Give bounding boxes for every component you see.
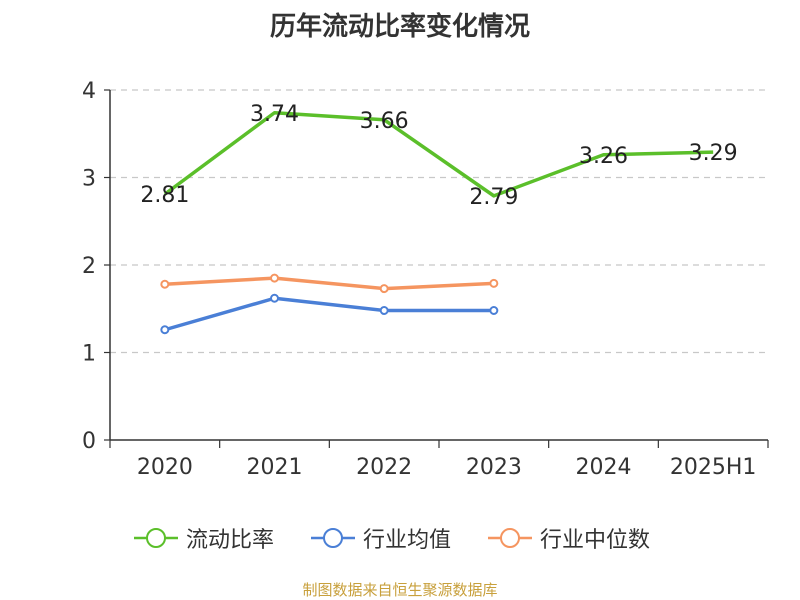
data-point — [379, 284, 389, 294]
x-tick-label: 2021 — [247, 455, 303, 480]
chart-title: 历年流动比率变化情况 — [269, 12, 530, 42]
data-label: 3.66 — [360, 109, 409, 134]
source-note: 制图数据来自恒生聚源数据库 — [302, 581, 498, 599]
y-tick-label: 3 — [82, 167, 96, 192]
x-tick-label: 2022 — [356, 455, 412, 480]
legend-label: 行业均值 — [363, 528, 452, 553]
series-line-2 — [164, 276, 494, 291]
data-point — [270, 293, 279, 303]
legend-line-marker-icon — [488, 528, 532, 548]
x-tick-label: 2024 — [576, 455, 632, 480]
data-label: 3.26 — [579, 144, 628, 169]
data-label: 3.74 — [250, 102, 299, 127]
data-point — [489, 278, 499, 288]
data-point — [160, 325, 170, 335]
series-line-1 — [164, 296, 494, 332]
y-tick-label: 4 — [82, 79, 96, 104]
data-label: 2.81 — [140, 183, 189, 208]
y-tick-label: 1 — [82, 342, 96, 367]
x-tick-label: 2023 — [466, 455, 522, 480]
data-point — [489, 306, 499, 315]
x-tick-label: 2025H1 — [670, 455, 757, 480]
data-label: 3.29 — [689, 141, 738, 166]
legend-line-marker-icon — [134, 528, 178, 548]
x-tick-label: 2020 — [137, 455, 193, 480]
legend-label: 流动比率 — [186, 528, 275, 553]
legend-item-current-ratio[interactable]: 流动比率 — [134, 518, 274, 558]
legend-item-industry-median[interactable]: 行业中位数 — [488, 518, 650, 558]
data-point — [270, 273, 279, 283]
y-tick-label: 0 — [82, 429, 96, 454]
data-label: 2.79 — [469, 185, 518, 210]
legend-line-marker-icon — [311, 528, 355, 548]
data-point — [379, 306, 389, 315]
data-point — [160, 279, 170, 289]
y-tick-label: 2 — [82, 254, 96, 279]
legend: 流动比率 行业均值 行业中位数 — [0, 518, 800, 558]
legend-item-industry-mean[interactable]: 行业均值 — [311, 518, 451, 558]
legend-label: 行业中位数 — [540, 528, 651, 553]
series-line-0 — [163, 111, 714, 198]
